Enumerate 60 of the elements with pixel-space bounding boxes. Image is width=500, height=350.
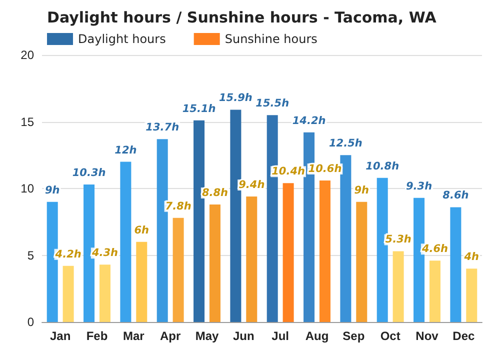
x-tick-label: Aug	[305, 329, 329, 343]
data-label: 10.6h	[308, 162, 342, 175]
data-label: 10.8h	[366, 160, 400, 172]
data-label: 15.9h	[218, 92, 252, 104]
x-tick-label: Feb	[86, 329, 108, 343]
data-label: 9.3h	[406, 180, 432, 192]
bar	[172, 218, 184, 322]
data-label: 13.7h	[146, 122, 180, 134]
data-label: 15.1h	[182, 102, 216, 115]
legend-label: Daylight hours	[78, 32, 166, 46]
data-label: 7.8h	[165, 200, 192, 212]
x-tick-label: Dec	[452, 329, 475, 343]
chart-title: Daylight hours / Sunshine hours - Tacoma, WA	[47, 8, 437, 26]
bar	[429, 260, 440, 322]
bar	[356, 202, 368, 322]
x-tick-label: May	[195, 329, 219, 343]
data-label: 10.3h	[72, 166, 106, 179]
x-tick-label: Jan	[50, 329, 71, 343]
y-tick-label: 0	[27, 315, 34, 329]
data-label: 4.2h	[54, 248, 82, 260]
bar	[136, 242, 148, 322]
legend-label: Sunshine hours	[224, 32, 318, 46]
bar	[466, 268, 478, 322]
x-tick-label: Oct	[380, 329, 400, 343]
x-tick-label: Mar	[122, 329, 145, 343]
x-tick-label: Jun	[232, 329, 254, 343]
y-tick-label: 5	[27, 248, 34, 262]
x-tick-label: Jul	[272, 329, 290, 343]
data-label: 4h	[463, 251, 480, 264]
bar	[209, 204, 220, 322]
data-label: 4.6h	[420, 243, 448, 256]
bar	[392, 251, 404, 322]
data-label: 12h	[114, 144, 137, 156]
data-label: 4.3h	[90, 247, 118, 260]
y-tick-label: 20	[20, 48, 34, 62]
data-label: 14.2h	[292, 114, 326, 127]
data-label: 15.5h	[256, 98, 290, 110]
bar	[62, 266, 74, 322]
data-label: 5.3h	[385, 234, 412, 246]
bar	[99, 264, 110, 322]
bar	[282, 183, 294, 322]
data-label: 6h	[134, 224, 150, 236]
data-label: 9h	[354, 184, 370, 196]
data-label: 10.4h	[272, 166, 306, 178]
bar	[246, 196, 258, 322]
bar	[340, 155, 352, 322]
bar	[120, 162, 132, 322]
y-tick-label: 10	[20, 182, 34, 196]
x-tick-label: Nov	[416, 329, 439, 343]
data-label: 8.6h	[442, 190, 469, 202]
data-label: 8.8h	[202, 187, 228, 200]
x-tick-label: Apr	[160, 329, 181, 343]
data-label: 12.5h	[328, 138, 362, 150]
y-tick-label: 15	[20, 114, 34, 129]
data-label: 9.4h	[238, 179, 265, 192]
bar	[319, 180, 330, 322]
data-label: 9h	[44, 184, 60, 196]
x-tick-label: Sep	[342, 329, 365, 343]
bar	[156, 139, 168, 322]
bar	[450, 207, 462, 322]
